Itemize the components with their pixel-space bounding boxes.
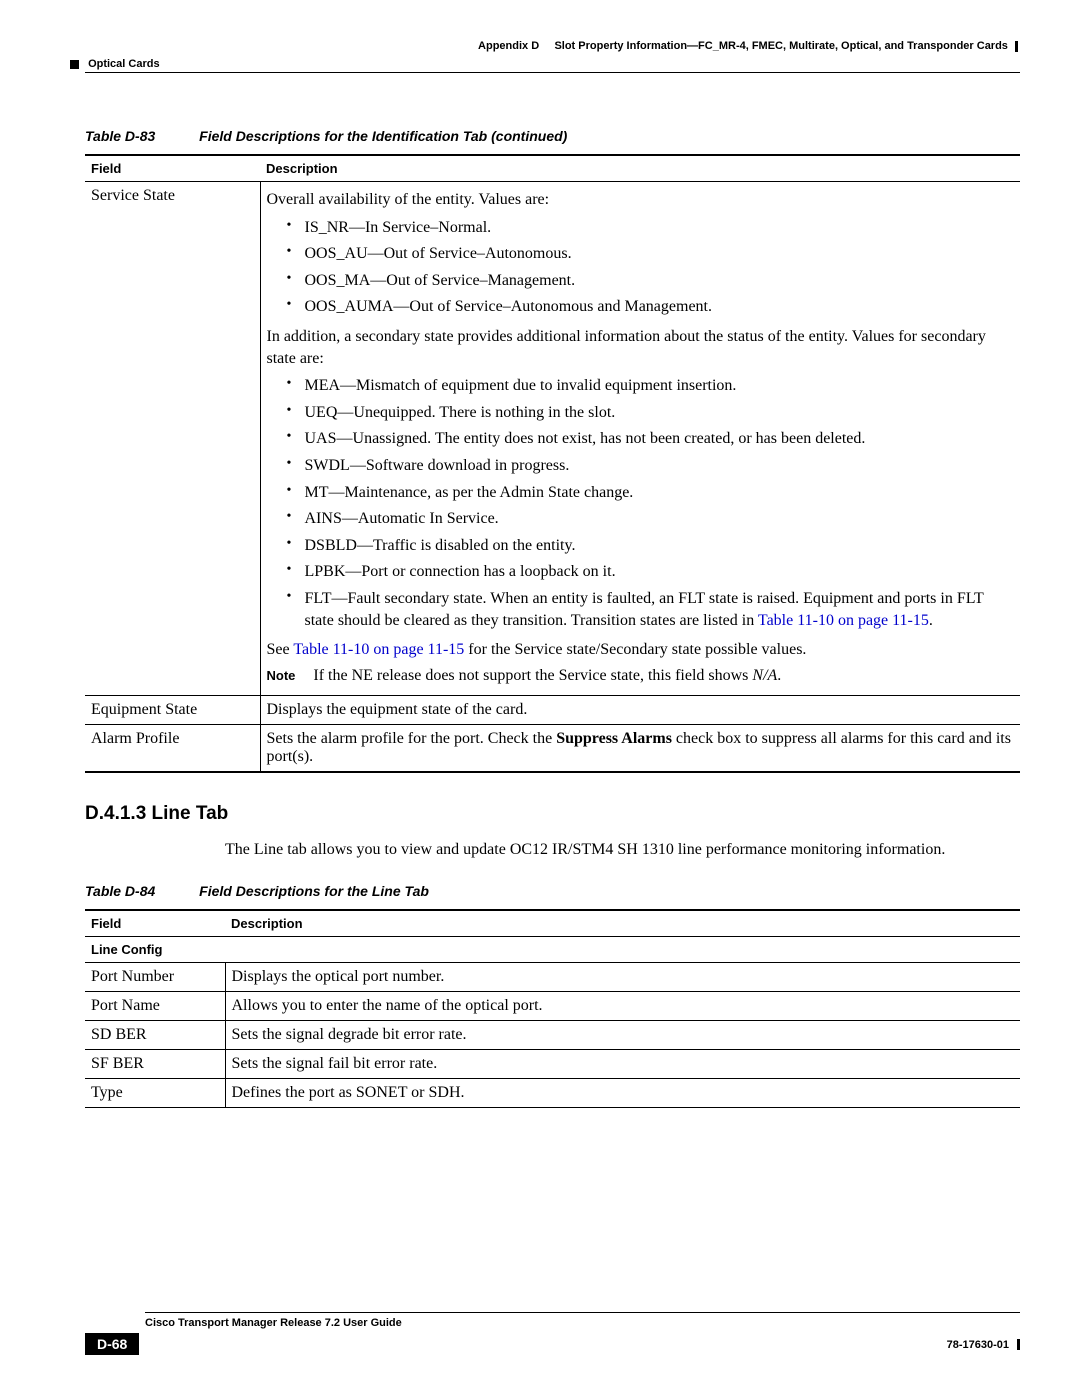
xref-link[interactable]: Table 11-10 on page 11-15: [293, 641, 464, 658]
table-row: Service State Overall availability of th…: [85, 182, 1020, 696]
r3-pre: Sets the alarm profile for the port. Che…: [267, 730, 557, 747]
doc-number: 78-17630-01: [947, 1339, 1009, 1351]
footer-guide: Cisco Transport Manager Release 7.2 User…: [145, 1317, 1020, 1329]
table-row: SF BERSets the signal fail bit error rat…: [85, 1049, 1020, 1078]
t84-subheader-row: Line Config: [85, 936, 1020, 962]
header-rule: [85, 72, 1020, 73]
t83-r1-desc: Overall availability of the entity. Valu…: [260, 182, 1020, 696]
note-label: Note: [267, 668, 296, 683]
r1-note: Note If the NE release does not support …: [267, 665, 1015, 687]
t83-r2-field: Equipment State: [85, 696, 260, 725]
r3-bold: Suppress Alarms: [556, 730, 672, 747]
r1-list2: MEA—Mismatch of equipment due to invalid…: [267, 375, 1015, 631]
footer-bar-icon: [1017, 1339, 1020, 1350]
list-item: MEA—Mismatch of equipment due to invalid…: [287, 375, 1015, 397]
list-item: LPBK—Port or connection has a loopback o…: [287, 561, 1015, 583]
list-item: DSBLD—Traffic is disabled on the entity.: [287, 535, 1015, 557]
r1-intro: Overall availability of the entity. Valu…: [267, 189, 1015, 211]
list-item: UAS—Unassigned. The entity does not exis…: [287, 428, 1015, 450]
list-item: MT—Maintenance, as per the Admin State c…: [287, 482, 1015, 504]
t84-desc: Defines the port as SONET or SDH.: [225, 1078, 1020, 1107]
t84-field: Port Number: [85, 962, 225, 991]
t84-field: SF BER: [85, 1049, 225, 1078]
t83-r2-desc: Displays the equipment state of the card…: [260, 696, 1020, 725]
table84-title: Field Descriptions for the Line Tab: [199, 883, 429, 899]
page-number: D-68: [85, 1333, 139, 1355]
table-row: SD BERSets the signal degrade bit error …: [85, 1020, 1020, 1049]
list-item: AINS—Automatic In Service.: [287, 508, 1015, 530]
table84-number: Table D-84: [85, 883, 155, 899]
r1-note-post: .: [777, 667, 781, 684]
footer-rule: [145, 1312, 1020, 1313]
appendix-label: Appendix D: [478, 40, 539, 52]
r1-see: See Table 11-10 on page 11-15 for the Se…: [267, 639, 1015, 661]
t84-field: SD BER: [85, 1020, 225, 1049]
table84-caption: Table D-84 Field Descriptions for the Li…: [85, 883, 1020, 899]
header-bar-icon: [1015, 41, 1018, 52]
t83-r3-field: Alarm Profile: [85, 725, 260, 773]
table-row: Equipment State Displays the equipment s…: [85, 696, 1020, 725]
r1-list1: IS_NR—In Service–Normal. OOS_AU—Out of Se…: [267, 217, 1015, 318]
t84-desc: Displays the optical port number.: [225, 962, 1020, 991]
section-label: Optical Cards: [88, 58, 160, 70]
doc-number-wrap: 78-17630-01: [947, 1335, 1020, 1353]
page-footer: Cisco Transport Manager Release 7.2 User…: [85, 1312, 1020, 1355]
list-item: IS_NR—In Service–Normal.: [287, 217, 1015, 239]
t83-col-desc: Description: [260, 155, 1020, 182]
t84-col-desc: Description: [225, 910, 1020, 937]
table-row: Port NumberDisplays the optical port num…: [85, 962, 1020, 991]
t84-desc: Sets the signal degrade bit error rate.: [225, 1020, 1020, 1049]
xref-link[interactable]: Table 11-10 on page 11-15: [758, 612, 929, 629]
t83-r3-desc: Sets the alarm profile for the port. Che…: [260, 725, 1020, 773]
r1-see-post: for the Service state/Secondary state po…: [464, 641, 806, 658]
table-row: Port NameAllows you to enter the name of…: [85, 991, 1020, 1020]
table83-caption: Table D-83 Field Descriptions for the Id…: [85, 128, 1020, 144]
list-item: OOS_AU—Out of Service–Autonomous.: [287, 243, 1015, 265]
t84-col-field: Field: [85, 910, 225, 937]
r1-note-pre: If the NE release does not support the S…: [313, 667, 752, 684]
t83-col-field: Field: [85, 155, 260, 182]
table83-number: Table D-83: [85, 128, 155, 144]
list-item: FLT—Fault secondary state. When an entit…: [287, 588, 1015, 631]
t83-r1-field: Service State: [85, 182, 260, 696]
t84-field: Port Name: [85, 991, 225, 1020]
table83-title: Field Descriptions for the Identificatio…: [199, 128, 567, 144]
list-item: SWDL—Software download in progress.: [287, 455, 1015, 477]
t84-field: Type: [85, 1078, 225, 1107]
list-item: OOS_AUMA—Out of Service–Autonomous and M…: [287, 296, 1015, 318]
t84-subheader: Line Config: [85, 936, 1020, 962]
section-intro: The Line tab allows you to view and upda…: [225, 839, 1020, 861]
flt-post: .: [929, 612, 933, 629]
r1-see-pre: See: [267, 641, 294, 658]
r1-mid: In addition, a secondary state provides …: [267, 326, 1015, 369]
chapter-title: Slot Property Information—FC_MR-4, FMEC,…: [554, 40, 1008, 52]
page-header-right: Appendix D Slot Property Information—FC_…: [85, 40, 1020, 52]
list-item: UEQ—Unequipped. There is nothing in the …: [287, 402, 1015, 424]
t84-desc: Sets the signal fail bit error rate.: [225, 1049, 1020, 1078]
table-d84: Field Description Line Config Port Numbe…: [85, 909, 1020, 1108]
header-square-icon: [70, 60, 79, 69]
table-d83: Field Description Service State Overall …: [85, 154, 1020, 773]
page-header-left: Optical Cards: [70, 58, 1020, 70]
list-item: OOS_MA—Out of Service–Management.: [287, 270, 1015, 292]
table-row: TypeDefines the port as SONET or SDH.: [85, 1078, 1020, 1107]
r1-note-na: N/A: [752, 667, 777, 684]
section-heading: D.4.1.3 Line Tab: [85, 803, 1020, 825]
table-row: Alarm Profile Sets the alarm profile for…: [85, 725, 1020, 773]
t84-desc: Allows you to enter the name of the opti…: [225, 991, 1020, 1020]
